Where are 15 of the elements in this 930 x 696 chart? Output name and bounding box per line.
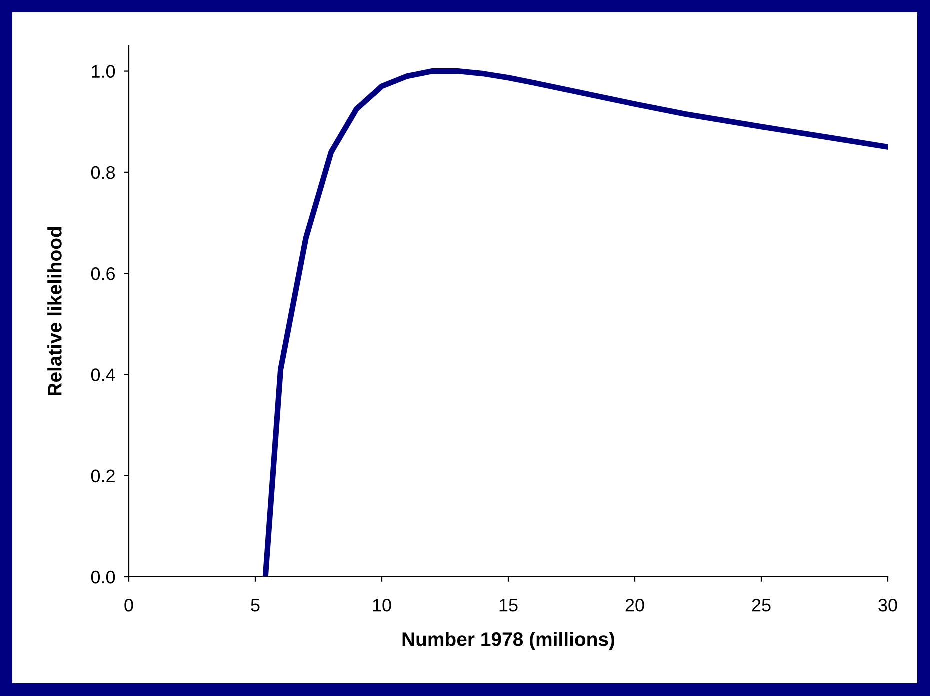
x-tick-label: 5 — [251, 599, 260, 612]
y-tick-label: 0.2 — [91, 470, 115, 483]
y-tick-label: 0.6 — [91, 268, 116, 280]
x-axis-title: Number 1978 (millions) — [402, 632, 615, 650]
x-tick-label: 10 — [373, 599, 392, 612]
x-tick-label: 30 — [878, 599, 898, 612]
y-tick-label: 0.8 — [91, 166, 116, 180]
x-tick-label: 20 — [626, 599, 644, 612]
x-tick-label: 15 — [500, 599, 518, 612]
y-tick-label: 0.4 — [91, 368, 116, 382]
x-tick-label: 0 — [124, 599, 134, 612]
x-tick-label: 25 — [752, 599, 771, 612]
y-tick-label: 0.0 — [91, 570, 116, 584]
y-axis-title: Relative likelihood — [48, 227, 62, 396]
y-tick-label: 1.0 — [92, 65, 116, 78]
